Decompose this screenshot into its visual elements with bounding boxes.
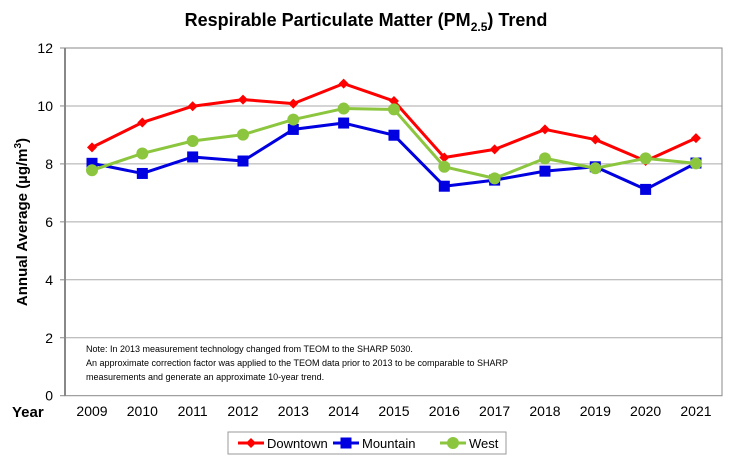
marker-square — [287, 123, 299, 135]
legend-label: Downtown — [267, 436, 328, 451]
annotation-line: measurements and generate an approximate… — [86, 372, 324, 382]
x-tick-label: 2009 — [76, 403, 107, 419]
marker-diamond — [439, 152, 450, 163]
marker-circle — [689, 157, 702, 170]
x-tick-label: 2012 — [227, 403, 258, 419]
legend-item-downtown: Downtown — [238, 436, 328, 451]
chart-title: Respirable Particulate Matter (PM2.5) Tr… — [185, 10, 548, 34]
y-tick-label: 0 — [45, 388, 53, 404]
y-tick-label: 4 — [45, 272, 53, 288]
annotation-line: An approximate correction factor was app… — [86, 358, 508, 368]
y-tick-label: 8 — [45, 156, 53, 172]
x-tick-label: 2017 — [479, 403, 510, 419]
legend-label: Mountain — [362, 436, 415, 451]
marker-circle — [236, 128, 249, 141]
series-west — [86, 102, 702, 185]
legend-label: West — [469, 436, 499, 451]
x-tick-label: 2013 — [278, 403, 309, 419]
marker-diamond — [690, 133, 701, 144]
series-downtown — [87, 78, 701, 167]
marker-circle — [287, 113, 300, 126]
marker-diamond — [338, 78, 349, 89]
marker-circle — [136, 147, 149, 160]
annotation-line: Note: In 2013 measurement technology cha… — [86, 344, 413, 354]
marker-square — [438, 180, 450, 192]
series-mountain — [86, 117, 702, 195]
annotation-note: Note: In 2013 measurement technology cha… — [86, 344, 508, 382]
x-tick-label: 2011 — [178, 403, 208, 419]
marker-square — [338, 117, 350, 129]
marker-square — [136, 167, 148, 179]
y-tick-label: 6 — [45, 214, 53, 230]
marker-diamond — [87, 142, 97, 153]
marker-diamond — [539, 124, 550, 135]
x-tick-label: 2019 — [580, 403, 611, 419]
marker-diamond — [489, 144, 500, 155]
marker-square — [640, 183, 652, 195]
marker-diamond — [288, 98, 299, 109]
marker-square — [237, 155, 249, 167]
x-tick-label: 2014 — [328, 403, 359, 419]
marker-diamond — [187, 101, 198, 112]
marker-circle — [447, 437, 459, 449]
x-tick-label: 2021 — [680, 403, 711, 419]
y-tick-label: 2 — [45, 330, 53, 346]
marker-circle — [387, 103, 400, 116]
marker-circle — [186, 135, 199, 148]
y-tick-label: 12 — [37, 40, 53, 56]
marker-square — [388, 129, 400, 141]
marker-diamond — [237, 94, 248, 105]
marker-circle — [639, 152, 652, 165]
marker-square — [539, 165, 551, 177]
marker-square — [340, 437, 352, 449]
x-tick-label: 2010 — [127, 403, 158, 419]
marker-square — [86, 157, 98, 169]
y-tick-label: 10 — [37, 98, 53, 114]
marker-circle — [488, 172, 501, 185]
series-line — [91, 82, 697, 163]
marker-circle — [337, 102, 350, 115]
legend-item-west: West — [440, 436, 499, 451]
marker-circle — [86, 164, 98, 177]
x-tick-label: 2018 — [529, 403, 560, 419]
legend-item-mountain: Mountain — [333, 436, 415, 451]
marker-diamond — [590, 134, 601, 145]
x-tick-label: 2015 — [378, 403, 409, 419]
marker-diamond — [388, 96, 399, 107]
marker-square — [187, 151, 199, 163]
legend-box — [227, 431, 507, 455]
x-axis-label: Year — [12, 404, 44, 421]
y-axis-label: Annual Average (µg/m3) — [13, 138, 31, 306]
x-tick-label: 2016 — [429, 403, 460, 419]
x-tick-label: 2020 — [630, 403, 661, 419]
marker-circle — [538, 152, 551, 165]
marker-diamond — [137, 117, 148, 128]
marker-diamond — [246, 438, 256, 448]
marker-circle — [589, 162, 602, 175]
marker-circle — [438, 160, 451, 173]
